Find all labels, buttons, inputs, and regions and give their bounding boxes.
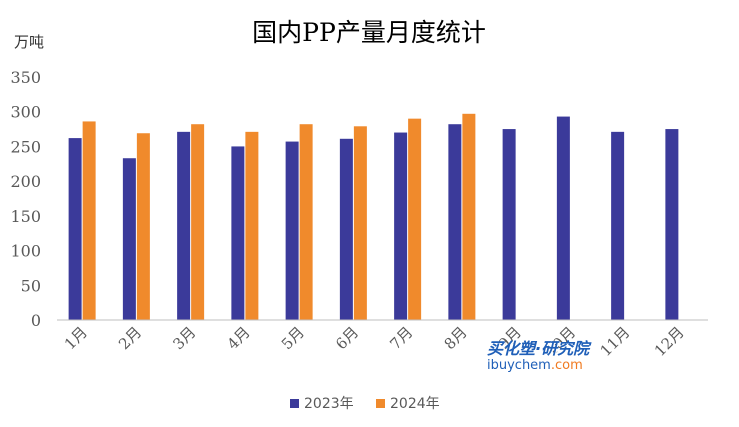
y-tick-label: 200 [10,172,41,191]
x-axis-ticks: 1月 2月 3月 4月 5月 6月 7月 8月 9月 10月 11月 12月 [61,323,688,360]
chart-title: 国内PP产量月度统计 [252,18,486,47]
bar-series1-4 [231,146,245,320]
y-tick-label: 50 [21,276,41,295]
legend-label-2: 2024年 [390,396,440,412]
y-tick-label: 350 [10,68,41,87]
bar-series2-6 [353,126,367,321]
bar-series2-7 [408,118,422,321]
bar-series2-2 [136,133,150,320]
bar-series2-3 [191,124,205,320]
bar-series1-9 [502,129,516,320]
x-tick-label: 1月 [61,323,91,353]
x-tick-label: 9月 [495,323,525,353]
x-tick-label: 7月 [386,323,416,353]
bar-series1-3 [177,131,191,320]
x-tick-label: 8月 [441,323,471,353]
y-axis-ticks: 0 50 100 150 200 250 300 350 [10,68,41,330]
bar-series1-8 [448,124,462,320]
bar-series1-12 [665,129,679,320]
legend-label-1: 2023年 [304,396,354,412]
x-tick-label: 12月 [651,323,688,360]
y-tick-label: 300 [10,103,41,122]
y-tick-label: 100 [10,242,41,261]
legend-swatch-2 [376,399,385,408]
bar-series1-5 [285,141,299,320]
bar-series2-4 [245,131,259,320]
bar-series1-7 [394,132,408,320]
x-tick-label: 4月 [224,323,254,353]
bar-series1-1 [68,138,82,320]
bar-series2-1 [82,121,96,320]
bar-series2-8 [462,113,476,320]
x-tick-label: 5月 [278,323,308,353]
bar-series1-6 [339,138,353,320]
x-tick-label: 6月 [332,323,362,353]
bar-series1-11 [611,131,625,320]
x-tick-label: 2月 [115,323,145,353]
legend-swatch-1 [290,399,299,408]
legend: 2023年 2024年 [290,396,440,412]
x-tick-label: 3月 [169,323,199,353]
y-tick-label: 0 [31,311,41,330]
y-axis-label: 万吨 [14,33,44,51]
bar-series1-10 [556,116,570,321]
y-tick-label: 250 [10,137,41,156]
bar-series2-5 [299,124,313,320]
bars-group [68,113,679,321]
x-tick-label: 10月 [542,323,579,360]
bar-series1-2 [122,158,136,320]
x-tick-label: 11月 [597,323,634,360]
y-tick-label: 150 [10,207,41,226]
